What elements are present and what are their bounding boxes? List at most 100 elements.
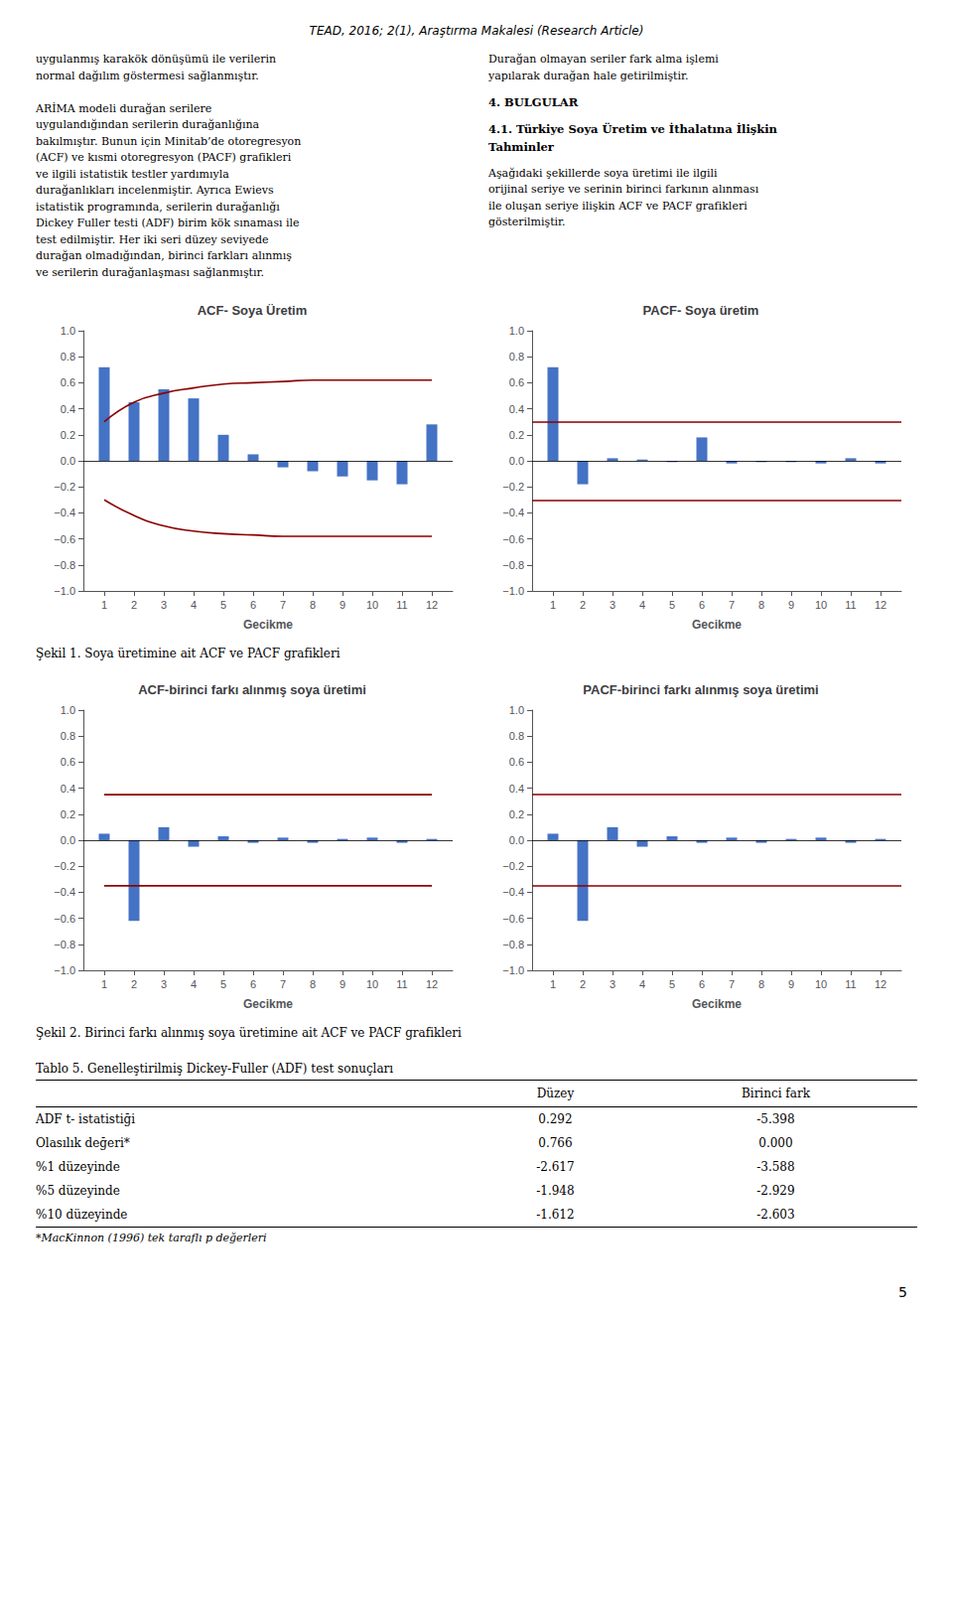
svg-text:0.8: 0.8 (60, 350, 76, 363)
svg-text:−0.8: −0.8 (502, 558, 525, 571)
svg-text:PACF-birinci farkı alınmış soy: PACF-birinci farkı alınmış soya üretimi (582, 681, 818, 697)
svg-text:−0.4: −0.4 (502, 506, 525, 519)
svg-text:3: 3 (609, 598, 616, 611)
svg-text:9: 9 (788, 598, 795, 611)
svg-text:10: 10 (366, 598, 379, 611)
svg-text:0.2: 0.2 (509, 808, 525, 820)
svg-text:0.6: 0.6 (60, 755, 76, 768)
svg-text:0.6: 0.6 (509, 755, 525, 768)
svg-text:ACF- Soya Üretim: ACF- Soya Üretim (197, 302, 308, 318)
svg-text:2: 2 (579, 977, 586, 990)
svg-text:1: 1 (549, 598, 556, 611)
svg-text:ACF-birinci farkı alınmış soya: ACF-birinci farkı alınmış soya üretimi (137, 681, 367, 697)
svg-text:0.0: 0.0 (60, 454, 76, 467)
svg-text:−0.4: −0.4 (53, 506, 76, 519)
svg-text:−1.0: −1.0 (53, 963, 76, 976)
svg-text:−0.6: −0.6 (53, 912, 76, 925)
svg-text:Gecikme: Gecikme (691, 617, 742, 632)
svg-text:0.4: 0.4 (509, 403, 525, 415)
svg-text:1.0: 1.0 (60, 324, 76, 337)
svg-text:9: 9 (339, 598, 346, 611)
svg-text:4: 4 (639, 977, 646, 990)
svg-text:9: 9 (339, 977, 346, 990)
svg-text:6: 6 (698, 977, 705, 990)
svg-text:Gecikme: Gecikme (243, 996, 293, 1011)
svg-text:−0.8: −0.8 (53, 558, 76, 571)
svg-text:−0.2: −0.2 (53, 480, 76, 493)
svg-text:PACF- Soya üretim: PACF- Soya üretim (643, 302, 760, 318)
svg-text:0.4: 0.4 (60, 403, 76, 415)
svg-text:1.0: 1.0 (509, 324, 525, 337)
svg-text:0.8: 0.8 (60, 729, 76, 742)
svg-text:−0.8: −0.8 (502, 938, 525, 951)
svg-text:8: 8 (309, 977, 316, 990)
svg-text:1: 1 (101, 977, 108, 990)
svg-text:0.0: 0.0 (60, 833, 76, 846)
svg-text:0.2: 0.2 (60, 428, 76, 441)
svg-text:2: 2 (579, 598, 586, 611)
svg-text:1.0: 1.0 (509, 703, 525, 716)
svg-text:12: 12 (874, 977, 887, 990)
svg-text:12: 12 (874, 598, 887, 611)
svg-text:4: 4 (190, 977, 197, 990)
svg-text:8: 8 (758, 598, 765, 611)
svg-text:3: 3 (160, 977, 167, 990)
svg-text:−0.4: −0.4 (53, 885, 76, 898)
svg-text:−0.6: −0.6 (53, 533, 76, 545)
svg-text:7: 7 (279, 977, 286, 990)
svg-text:0.6: 0.6 (60, 376, 76, 389)
svg-text:7: 7 (728, 598, 735, 611)
svg-text:7: 7 (279, 598, 286, 611)
svg-text:0.2: 0.2 (509, 428, 525, 441)
svg-text:4: 4 (639, 598, 646, 611)
svg-text:5: 5 (220, 977, 227, 990)
svg-text:1.0: 1.0 (60, 703, 76, 716)
svg-text:1: 1 (549, 977, 556, 990)
svg-text:10: 10 (815, 598, 827, 611)
svg-text:Gecikme: Gecikme (243, 617, 293, 632)
svg-text:5: 5 (669, 598, 676, 611)
svg-text:−0.6: −0.6 (502, 912, 525, 925)
svg-text:2: 2 (131, 977, 137, 990)
svg-text:1: 1 (101, 598, 108, 611)
svg-text:6: 6 (250, 598, 257, 611)
svg-text:11: 11 (396, 977, 408, 990)
svg-text:8: 8 (309, 598, 316, 611)
svg-text:7: 7 (728, 977, 735, 990)
svg-text:12: 12 (425, 598, 438, 611)
svg-text:10: 10 (815, 977, 827, 990)
svg-text:−0.2: −0.2 (502, 480, 525, 493)
svg-text:2: 2 (131, 598, 137, 611)
svg-text:0.0: 0.0 (509, 833, 525, 846)
svg-text:4: 4 (190, 598, 197, 611)
svg-text:−1.0: −1.0 (502, 963, 525, 976)
svg-text:6: 6 (698, 598, 705, 611)
svg-text:6: 6 (250, 977, 257, 990)
svg-text:0.8: 0.8 (509, 729, 525, 742)
svg-text:−1.0: −1.0 (53, 584, 76, 597)
svg-text:0.4: 0.4 (60, 782, 76, 795)
svg-text:−0.8: −0.8 (53, 938, 76, 951)
svg-text:11: 11 (844, 977, 856, 990)
svg-text:Gecikme: Gecikme (691, 996, 742, 1011)
svg-text:12: 12 (425, 977, 438, 990)
svg-text:11: 11 (396, 598, 408, 611)
svg-text:0.4: 0.4 (509, 782, 525, 795)
svg-text:3: 3 (160, 598, 167, 611)
svg-text:3: 3 (609, 977, 616, 990)
svg-text:10: 10 (366, 977, 379, 990)
svg-text:−0.2: −0.2 (53, 859, 76, 872)
svg-text:0.0: 0.0 (509, 454, 525, 467)
svg-text:5: 5 (669, 977, 676, 990)
svg-text:5: 5 (220, 598, 227, 611)
svg-text:0.6: 0.6 (509, 376, 525, 389)
svg-text:0.2: 0.2 (60, 808, 76, 820)
svg-text:−0.4: −0.4 (502, 885, 525, 898)
svg-text:9: 9 (788, 977, 795, 990)
svg-text:0.8: 0.8 (509, 350, 525, 363)
svg-text:−1.0: −1.0 (502, 584, 525, 597)
svg-text:11: 11 (844, 598, 856, 611)
svg-text:8: 8 (758, 977, 765, 990)
svg-text:−0.6: −0.6 (502, 533, 525, 545)
svg-text:−0.2: −0.2 (502, 859, 525, 872)
